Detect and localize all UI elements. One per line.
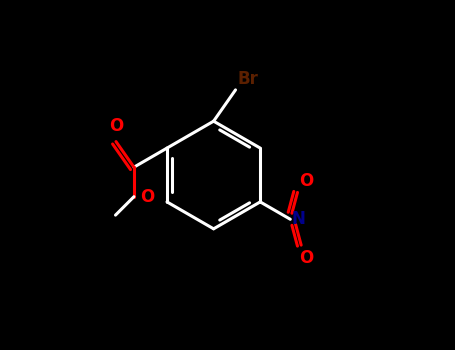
- Text: O: O: [299, 249, 313, 267]
- Text: N: N: [292, 210, 306, 228]
- Text: Br: Br: [237, 70, 258, 88]
- Text: O: O: [140, 188, 154, 206]
- Text: O: O: [109, 117, 123, 135]
- Text: O: O: [299, 172, 313, 190]
